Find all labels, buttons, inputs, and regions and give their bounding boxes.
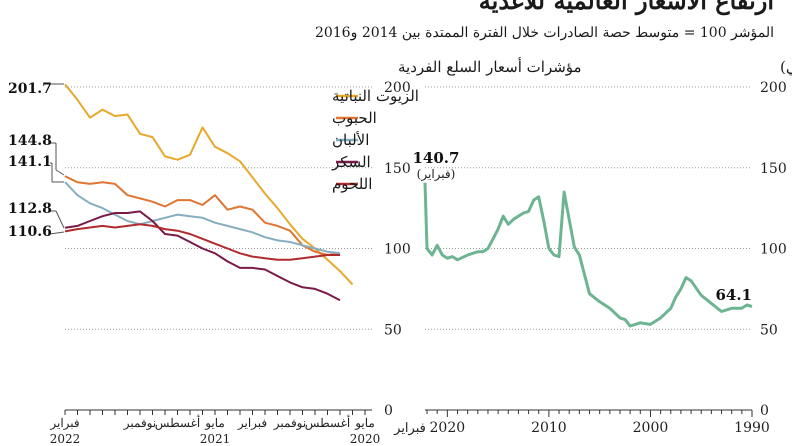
fao-latest-month-label: (فبراير) xyxy=(417,167,456,181)
left-chart-title: مؤشرات أسعار السلع الفردية xyxy=(398,57,582,76)
left-x-year-label: 2022 xyxy=(50,432,81,446)
left-x-tick-label: فبراير xyxy=(237,416,267,430)
left-x-tick-label: نوفمبر xyxy=(273,416,306,430)
fao-latest-value-label: 140.7 xyxy=(413,149,460,167)
left-x-tick-label: مايو xyxy=(204,416,225,430)
left-x-tick-label: أغسطس xyxy=(305,415,350,430)
left-y-tick-label: 150 xyxy=(384,161,411,177)
left-x-tick-label: مايو xyxy=(354,416,375,430)
page-title: ارتفاع الأسعار العالمية للأغذية xyxy=(478,0,774,15)
legend-label: الزيوت النباتية xyxy=(332,87,419,105)
left-y-tick-label: 200 xyxy=(384,80,411,96)
legend-label: الحبوب xyxy=(332,109,377,127)
series-line-2 xyxy=(64,181,341,255)
right-x-tick-label: 2020 xyxy=(430,420,466,436)
end-value-label: 141.1 xyxy=(8,154,52,170)
legend-label: اللحوم xyxy=(332,175,372,193)
right-y-tick-label: 150 xyxy=(760,161,787,177)
left-y-tick-label: 100 xyxy=(384,242,411,258)
right-y-tick-label: 100 xyxy=(760,242,787,258)
series-lines xyxy=(64,83,753,328)
leader-line xyxy=(49,231,65,235)
fao-first-value-label: 64.1 xyxy=(715,286,752,304)
left-x-tick-label: أغسطس xyxy=(155,415,200,430)
legend-label: السكر xyxy=(331,153,371,171)
left-y-tick-label: 50 xyxy=(384,322,402,338)
left-x-tick-label: نوفمبر xyxy=(123,416,156,430)
gridlines xyxy=(49,83,753,417)
left-x-tick-label: فبراير xyxy=(49,416,79,430)
series-line-0 xyxy=(64,83,354,286)
right-y-tick-label: 0 xyxy=(760,403,769,419)
end-value-label: 201.7 xyxy=(8,81,52,97)
right-y-tick-label: 50 xyxy=(760,322,778,338)
legend-label: الألبان xyxy=(332,131,369,149)
chart-labels: 0501001502001990200020102020فبراير140.7(… xyxy=(8,80,787,446)
left-x-year-label: 2020 xyxy=(350,432,381,446)
left-x-year-label: 2021 xyxy=(200,432,231,446)
page-subtitle: المؤشر 100 = متوسط حصة الصادرات خلال الف… xyxy=(314,25,774,41)
end-value-label: 112.8 xyxy=(8,201,52,217)
end-value-label: 110.6 xyxy=(8,224,52,240)
series-line-1 xyxy=(64,175,341,256)
right-x-tick-label: 2010 xyxy=(531,420,567,436)
leader-line xyxy=(55,169,65,176)
series-line-3 xyxy=(64,210,341,302)
left-y-tick-label: 0 xyxy=(384,403,393,419)
end-value-label: 144.8 xyxy=(8,133,52,149)
right-x-tick-label: فبراير xyxy=(393,421,426,436)
right-y-tick-label: 200 xyxy=(760,80,787,96)
series-line-4 xyxy=(64,223,340,261)
fao-index-line xyxy=(423,182,753,328)
right-chart-title: مؤشر الفاو لأسعار الغذاء (إسمي) xyxy=(780,58,792,76)
leader-line xyxy=(55,210,65,229)
right-x-tick-label: 1990 xyxy=(734,420,770,436)
right-x-tick-label: 2000 xyxy=(633,420,669,436)
